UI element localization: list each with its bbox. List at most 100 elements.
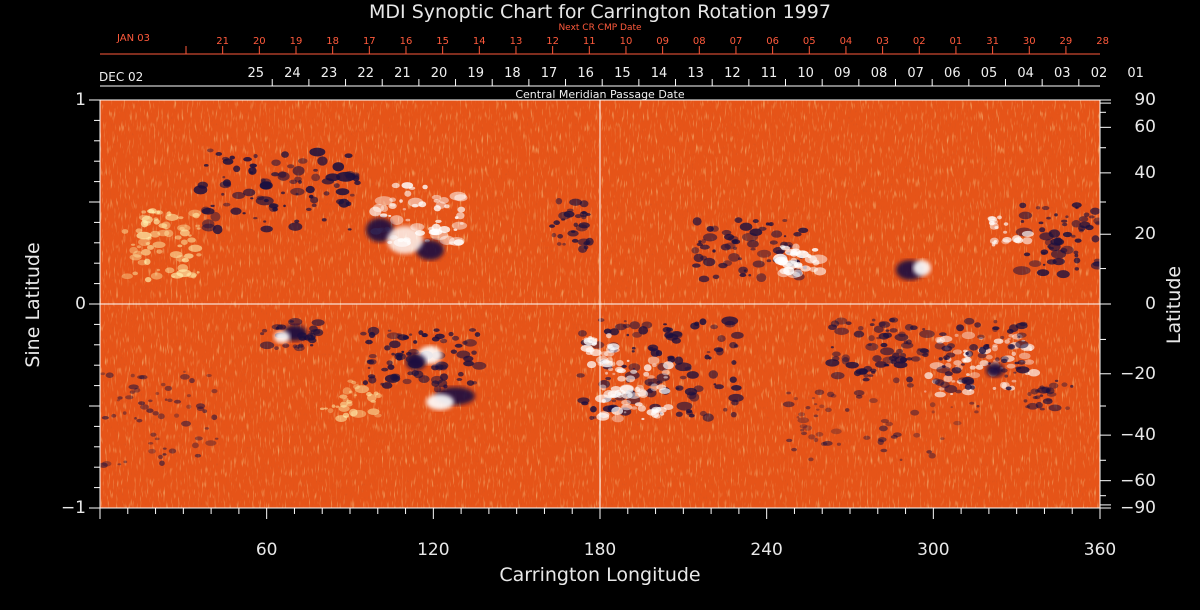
magnetic-region bbox=[294, 176, 302, 182]
magnetic-region bbox=[600, 351, 609, 357]
magnetic-region bbox=[407, 197, 424, 207]
y-axis-label-left: Sine Latitude bbox=[22, 242, 44, 368]
magnetic-region bbox=[880, 347, 895, 356]
magnetic-region bbox=[950, 392, 954, 396]
magnetic-region bbox=[1048, 404, 1062, 412]
magnetic-region bbox=[969, 372, 981, 379]
magnetic-region bbox=[969, 401, 975, 405]
magnetic-region bbox=[136, 418, 143, 423]
magnetic-region bbox=[426, 394, 454, 410]
magnetic-region bbox=[148, 441, 154, 445]
magnetic-region bbox=[156, 210, 161, 214]
magnetic-region bbox=[1091, 235, 1100, 243]
magnetic-region bbox=[195, 403, 206, 409]
magnetic-region bbox=[137, 259, 147, 266]
magnetic-region bbox=[309, 147, 326, 157]
magnetic-region bbox=[1018, 211, 1033, 220]
magnetic-region bbox=[260, 332, 265, 336]
magnetic-region bbox=[1090, 261, 1100, 270]
magnetic-region bbox=[663, 404, 674, 411]
magnetic-region bbox=[351, 380, 357, 385]
magnetic-region bbox=[631, 406, 638, 410]
magnetic-region bbox=[693, 385, 704, 392]
magnetic-region bbox=[1073, 250, 1079, 255]
magnetic-region bbox=[583, 337, 591, 343]
magnetic-region bbox=[402, 335, 410, 340]
magnetic-region bbox=[878, 321, 891, 328]
magnetic-region bbox=[602, 388, 606, 391]
magnetic-region bbox=[941, 345, 953, 352]
magnetic-region bbox=[710, 324, 718, 330]
magnetic-region bbox=[311, 173, 321, 182]
magnetic-region bbox=[345, 400, 353, 404]
latitude-tick-label: 40 bbox=[1134, 162, 1156, 183]
magnetic-region bbox=[935, 379, 945, 386]
magnetic-region bbox=[165, 213, 179, 221]
magnetic-region bbox=[148, 448, 156, 454]
magnetic-region bbox=[367, 326, 380, 336]
magnetic-region bbox=[456, 378, 463, 381]
cmp-date-label: 03 bbox=[1054, 66, 1071, 81]
magnetic-region bbox=[354, 180, 361, 186]
magnetic-region bbox=[873, 325, 884, 333]
magnetic-region bbox=[599, 360, 614, 368]
magnetic-region bbox=[910, 409, 920, 416]
magnetic-region bbox=[910, 356, 921, 362]
latitude-tick-label: 60 bbox=[1134, 117, 1156, 138]
magnetic-region bbox=[992, 241, 996, 244]
magnetic-region bbox=[381, 367, 389, 372]
magnetic-region bbox=[698, 275, 710, 283]
magnetic-region bbox=[834, 327, 849, 336]
magnetic-region bbox=[203, 163, 209, 167]
magnetic-region bbox=[588, 336, 593, 340]
magnetic-region bbox=[349, 193, 355, 197]
cmp-date-label: 22 bbox=[357, 66, 374, 81]
magnetic-region bbox=[868, 374, 874, 377]
magnetic-region bbox=[129, 254, 142, 261]
magnetic-region bbox=[121, 229, 129, 234]
magnetic-region bbox=[1061, 219, 1068, 223]
magnetic-region bbox=[260, 225, 273, 233]
magnetic-region bbox=[253, 153, 258, 159]
magnetic-region bbox=[608, 367, 614, 372]
magnetic-region bbox=[798, 227, 809, 233]
magnetic-region bbox=[399, 199, 403, 203]
central-meridian-passage-label: Central Meridian Passage Date bbox=[515, 88, 685, 101]
magnetic-region bbox=[448, 331, 454, 337]
sine-latitude-tick-label: 0 bbox=[75, 294, 86, 314]
magnetic-region bbox=[140, 404, 150, 410]
magnetic-region bbox=[1071, 220, 1081, 228]
magnetic-region bbox=[298, 180, 302, 184]
magnetic-region bbox=[1004, 339, 1010, 344]
magnetic-region bbox=[323, 191, 330, 196]
magnetic-region bbox=[710, 225, 719, 232]
magnetic-region bbox=[281, 151, 289, 158]
magnetic-region bbox=[161, 221, 171, 230]
magnetic-region bbox=[1095, 221, 1100, 226]
magnetic-region bbox=[1083, 212, 1090, 217]
cmp-date-label: 24 bbox=[284, 66, 301, 81]
magnetic-region bbox=[463, 339, 477, 347]
cmp-date-label: 08 bbox=[870, 66, 888, 81]
magnetic-region bbox=[877, 437, 887, 443]
magnetic-region bbox=[433, 205, 442, 212]
magnetic-region bbox=[792, 269, 803, 278]
magnetic-region bbox=[721, 316, 739, 326]
magnetic-region bbox=[731, 399, 739, 406]
magnetic-region bbox=[1013, 371, 1017, 374]
next-cr-date-label: 06 bbox=[766, 36, 779, 47]
magnetic-region bbox=[693, 253, 704, 263]
magnetic-region bbox=[211, 389, 218, 394]
magnetic-region bbox=[692, 217, 702, 226]
magnetic-region bbox=[993, 338, 1004, 344]
magnetic-region bbox=[880, 448, 888, 453]
magnetic-region bbox=[713, 347, 724, 353]
magnetic-region bbox=[1048, 229, 1061, 238]
cmp-start-date: DEC 02 bbox=[99, 70, 144, 84]
magnetic-region bbox=[1078, 225, 1086, 232]
magnetic-region bbox=[186, 394, 191, 398]
magnetic-region bbox=[694, 321, 700, 327]
magnetic-region bbox=[814, 389, 825, 396]
magnetic-region bbox=[1009, 344, 1014, 349]
magnetic-region bbox=[159, 460, 165, 466]
